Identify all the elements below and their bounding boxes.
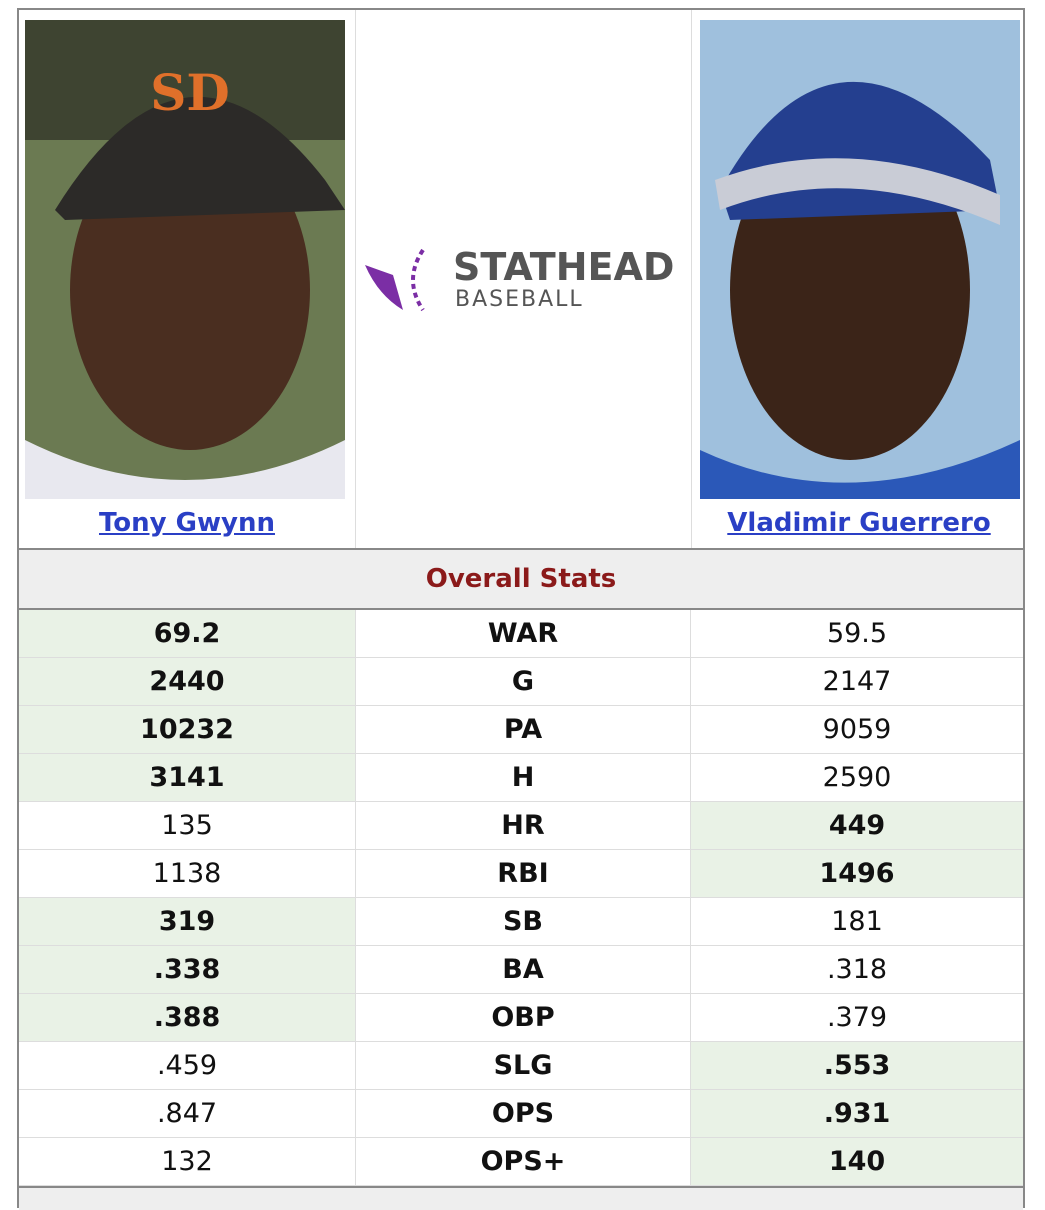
stat-value: 319 [19, 898, 355, 946]
stat-label: G [355, 658, 691, 706]
stat-value: .459 [19, 1042, 355, 1090]
stat-label: H [355, 754, 691, 802]
stat-value: 2590 [691, 754, 1023, 802]
stat-value: 69.2 [19, 610, 355, 658]
stat-label: RBI [355, 850, 691, 898]
svg-text:SD: SD [150, 63, 229, 122]
stat-label: HR [355, 802, 691, 850]
stathead-logo: STATHEAD BASEBALL [365, 245, 674, 312]
stat-value: 1496 [691, 850, 1023, 898]
stat-value: .847 [19, 1090, 355, 1138]
stat-value: 132 [19, 1138, 355, 1186]
stat-label: WAR [355, 610, 691, 658]
stat-label: OPS+ [355, 1138, 691, 1186]
stat-value: 135 [19, 802, 355, 850]
stat-value: .388 [19, 994, 355, 1042]
stat-label: OPS [355, 1090, 691, 1138]
stat-label: SLG [355, 1042, 691, 1090]
player-photo [700, 20, 1020, 499]
player-link[interactable]: Vladimir Guerrero [727, 507, 991, 538]
player-link[interactable]: Tony Gwynn [99, 507, 275, 538]
stat-value: .338 [19, 946, 355, 994]
stat-value: 9059 [691, 706, 1023, 754]
stat-value: 140 [691, 1138, 1023, 1186]
player-photo: SD [25, 20, 345, 499]
stat-label: SB [355, 898, 691, 946]
stat-label: PA [355, 706, 691, 754]
stat-label: BA [355, 946, 691, 994]
stat-value: 3141 [19, 754, 355, 802]
column-divider [355, 10, 356, 548]
stat-value: .318 [691, 946, 1023, 994]
section-footer [19, 1186, 1023, 1210]
stat-value: 2147 [691, 658, 1023, 706]
stat-value: 181 [691, 898, 1023, 946]
stat-value: 449 [691, 802, 1023, 850]
column-divider [691, 10, 692, 548]
section-header: Overall Stats [19, 548, 1023, 610]
stat-value: 59.5 [691, 610, 1023, 658]
comparison-table: SD STATHEAD BASEBALL Tony Gwynn Vladimir… [17, 8, 1025, 1210]
stat-value: .931 [691, 1090, 1023, 1138]
stat-label: OBP [355, 994, 691, 1042]
stat-value: .379 [691, 994, 1023, 1042]
stat-value: .553 [691, 1042, 1023, 1090]
stat-value: 2440 [19, 658, 355, 706]
logo-text: STATHEAD [453, 245, 674, 289]
stat-value: 1138 [19, 850, 355, 898]
logo-subtext: BASEBALL [455, 287, 584, 312]
stat-value: 10232 [19, 706, 355, 754]
